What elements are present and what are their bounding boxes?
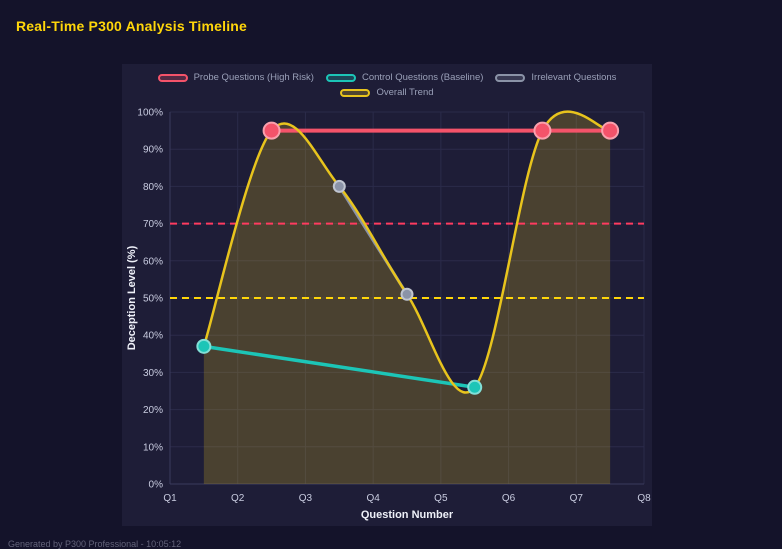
- y-axis-title: Deception Level (%): [126, 245, 138, 350]
- legend-swatch-icon: [495, 73, 526, 82]
- footer-note: Generated by P300 Professional - 10:05:1…: [8, 539, 182, 549]
- y-tick-label: 70%: [143, 219, 163, 230]
- legend-swatch-icon: [325, 73, 356, 82]
- legend-item-probe-questions-high-risk[interactable]: Probe Questions (High Risk): [157, 72, 314, 83]
- legend-swatch-icon: [340, 88, 371, 97]
- y-tick-label: 100%: [137, 108, 163, 119]
- y-tick-label: 50%: [143, 294, 163, 305]
- p300-timeline-chart: Q1 Q2 Q3 Q4 Q5 Q6 Q7 Q8 0% 10% 20% 30% 40% 50% 60% 70% 8…: [126, 108, 651, 522]
- point-irrelevant-questions: [332, 179, 346, 193]
- legend-label: Overall Trend: [376, 87, 434, 98]
- chart-area: Q1 Q2 Q3 Q4 Q5 Q6 Q7 Q8 0% 10% 20% 30% 40% 50% 60% 70% 8…: [122, 100, 652, 522]
- line-control-questions-baseline: [202, 344, 477, 390]
- y-tick-label: 90%: [143, 145, 163, 156]
- y-tick-label: 0%: [149, 480, 164, 491]
- legend-item-irrelevant-questions[interactable]: Irrelevant Questions: [495, 72, 616, 83]
- x-axis-title: Question Number: [361, 509, 454, 521]
- x-tick-label: Q7: [570, 493, 584, 504]
- y-tick-label: 10%: [143, 442, 163, 453]
- point-control-questions-baseline: [467, 379, 483, 395]
- legend-swatch-icon: [157, 73, 188, 82]
- x-tick-label: Q4: [366, 493, 380, 504]
- y-tick-label: 30%: [143, 368, 163, 379]
- legend-label: Control Questions (Baseline): [361, 72, 484, 83]
- point-probe-questions-high-risk: [601, 121, 620, 140]
- y-tick-label: 80%: [143, 182, 163, 193]
- x-tick-label: Q5: [434, 493, 448, 504]
- legend-label: Probe Questions (High Risk): [193, 72, 314, 83]
- y-tick-label: 40%: [143, 331, 163, 342]
- legend-item-control-questions-baseline[interactable]: Control Questions (Baseline): [325, 72, 484, 83]
- chart-panel: Probe Questions (High Risk) Control Quest…: [122, 64, 652, 526]
- y-tick-label: 60%: [143, 256, 163, 267]
- y-tick-label: 20%: [143, 405, 163, 416]
- page-title: Real-Time P300 Analysis Timeline: [16, 18, 248, 34]
- point-probe-questions-high-risk: [533, 121, 552, 140]
- point-probe-questions-high-risk: [262, 121, 281, 140]
- legend-label: Irrelevant Questions: [531, 72, 617, 83]
- x-tick-label: Q2: [231, 493, 245, 504]
- chart-legend: Probe Questions (High Risk) Control Quest…: [122, 64, 652, 100]
- x-tick-label: Q3: [299, 493, 313, 504]
- point-irrelevant-questions: [400, 287, 414, 301]
- x-tick-label: Q8: [637, 493, 651, 504]
- point-control-questions-baseline: [196, 338, 212, 354]
- legend-item-overall-trend[interactable]: Overall Trend: [340, 87, 434, 98]
- x-tick-label: Q1: [163, 493, 177, 504]
- x-tick-label: Q6: [502, 493, 516, 504]
